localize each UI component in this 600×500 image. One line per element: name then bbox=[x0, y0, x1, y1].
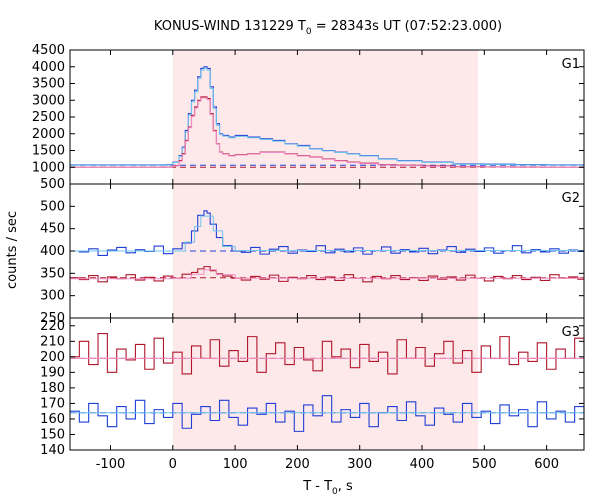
y-tick-label-G3-160: 160 bbox=[40, 412, 65, 427]
panel-label-G3: G3 bbox=[562, 325, 580, 340]
plot-layer: 50010001500200025003000350040004500G1250… bbox=[32, 43, 585, 472]
y-tick-label-G3-140: 140 bbox=[40, 443, 65, 458]
series-cyan-G1 bbox=[70, 67, 584, 166]
x-tick-label-100: 100 bbox=[223, 457, 248, 472]
x-axis-label: T - T0, s bbox=[302, 479, 353, 497]
y-tick-label-G2-400: 400 bbox=[40, 244, 65, 259]
series-blue-G3 bbox=[70, 395, 585, 438]
y-tick-label-G3-190: 190 bbox=[40, 365, 65, 380]
y-tick-label-G3-200: 200 bbox=[40, 350, 65, 365]
y-tick-label-G2-500: 500 bbox=[40, 199, 65, 214]
y-tick-label-G2-300: 300 bbox=[40, 289, 65, 304]
y-tick-label-G1-1500: 1500 bbox=[32, 144, 65, 159]
y-tick-label-G1-3000: 3000 bbox=[32, 93, 65, 108]
series-red-G3 bbox=[70, 332, 585, 375]
chart-title: KONUS-WIND 131229 T0 = 28343s UT (07:52:… bbox=[154, 19, 502, 37]
series-pink-G1 bbox=[70, 97, 584, 168]
y-tick-label-G1-2000: 2000 bbox=[32, 127, 65, 142]
y-tick-label-G3-210: 210 bbox=[40, 334, 65, 349]
y-tick-label-G1-500: 500 bbox=[40, 177, 65, 192]
panel-frame-G3 bbox=[69, 317, 585, 451]
x-tick-label-500: 500 bbox=[472, 457, 497, 472]
y-axis-label: counts / sec bbox=[5, 211, 20, 289]
x-tick-label-200: 200 bbox=[285, 457, 310, 472]
y-tick-label-G2-450: 450 bbox=[40, 222, 65, 237]
series-blue-G2 bbox=[70, 210, 585, 257]
series-cyan-G2 bbox=[70, 215, 585, 252]
y-tick-label-G3-170: 170 bbox=[40, 396, 65, 411]
series-pink-G2 bbox=[70, 269, 585, 280]
y-tick-label-G2-350: 350 bbox=[40, 266, 65, 281]
y-tick-label-G3-150: 150 bbox=[40, 427, 65, 442]
y-tick-label-G1-2500: 2500 bbox=[32, 110, 65, 125]
y-tick-label-G3-180: 180 bbox=[40, 381, 65, 396]
y-tick-label-G1-4500: 4500 bbox=[32, 43, 65, 58]
x-tick-label--100: -100 bbox=[96, 457, 126, 472]
x-tick-label-300: 300 bbox=[347, 457, 372, 472]
x-tick-label-0: 0 bbox=[169, 457, 177, 472]
shaded-interval-G3 bbox=[172, 318, 479, 450]
x-tick-label-400: 400 bbox=[410, 457, 435, 472]
x-tick-label-600: 600 bbox=[534, 457, 559, 472]
shaded-interval-G1 bbox=[172, 50, 479, 184]
panel-label-G1: G1 bbox=[562, 57, 580, 72]
y-tick-label-G2-250: 250 bbox=[40, 311, 65, 326]
series-red-G2 bbox=[70, 266, 585, 283]
y-tick-label-G1-4000: 4000 bbox=[32, 60, 65, 75]
y-tick-label-G3-220: 220 bbox=[40, 319, 65, 334]
panel-label-G2: G2 bbox=[562, 191, 580, 206]
y-tick-label-G1-1000: 1000 bbox=[32, 160, 65, 175]
y-tick-label-G1-3500: 3500 bbox=[32, 77, 65, 92]
